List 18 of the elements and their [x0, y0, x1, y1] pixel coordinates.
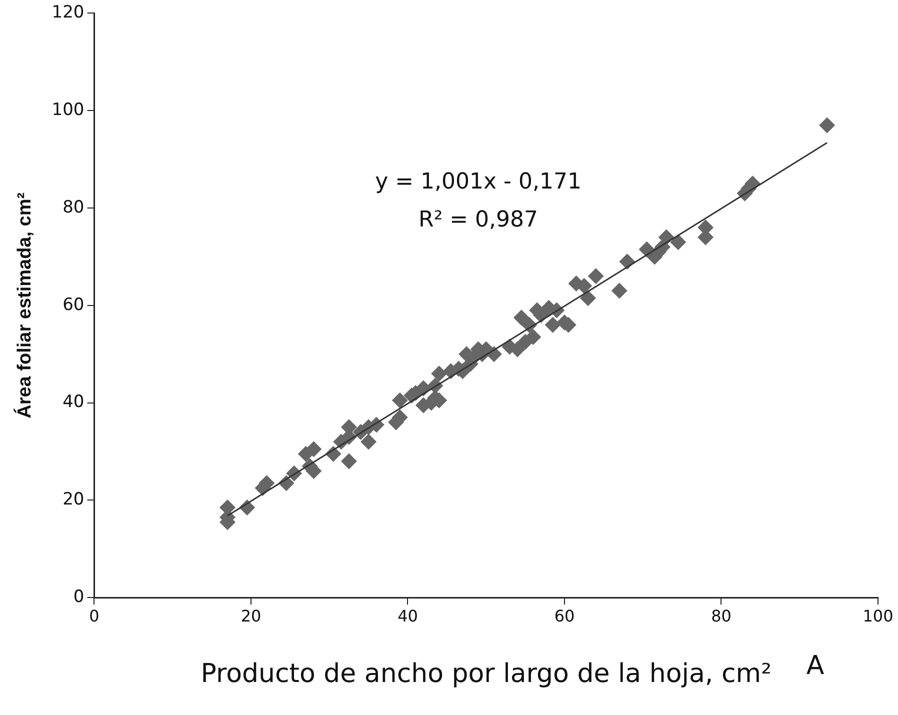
annotation: R² = 0,987	[418, 207, 538, 232]
x-tick-label: 40	[398, 606, 418, 626]
x-tick-label: 20	[240, 606, 262, 626]
y-tick-label: 20	[62, 490, 84, 510]
y-axis-title: Área foliar estimada, cm²	[14, 192, 36, 418]
x-tick-label: 100	[862, 606, 894, 626]
x-tick-label: 80	[711, 606, 732, 626]
y-tick-label: 60	[62, 294, 84, 315]
y-tick-label: 40	[62, 392, 84, 412]
x-tick-label: 60	[554, 606, 575, 626]
y-tick-label: 100	[52, 100, 84, 120]
text: A	[806, 650, 824, 681]
y-tick-label: 0	[73, 587, 84, 608]
x-tick-label: 0	[89, 606, 100, 626]
y-tick-label: 80	[62, 197, 84, 218]
annotation: y = 1,001x - 0,171	[375, 169, 582, 194]
y-tick-label: 120	[52, 2, 84, 23]
x-axis-title: Producto de ancho por largo de la hoja, cm²	[200, 659, 772, 690]
